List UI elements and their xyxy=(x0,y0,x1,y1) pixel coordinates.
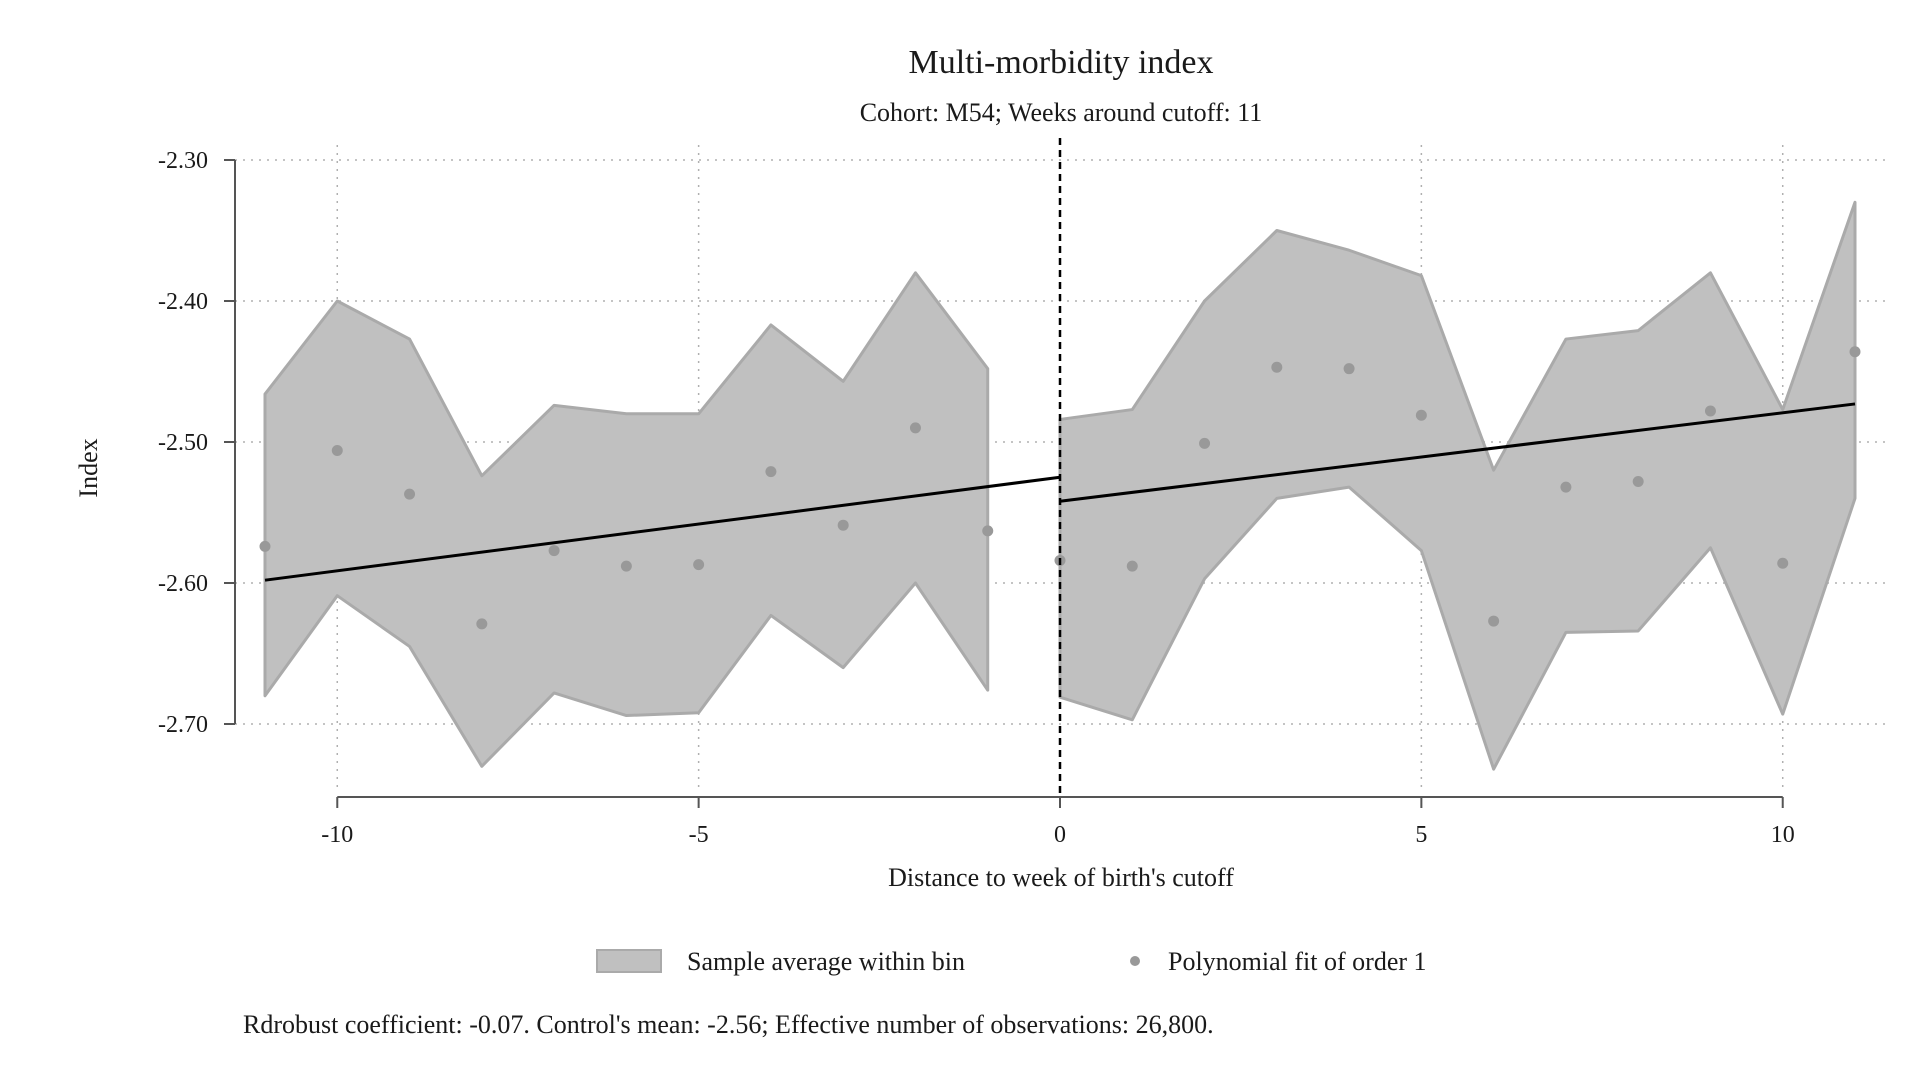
band-left xyxy=(263,271,990,768)
data-point xyxy=(1415,409,1427,421)
data-point xyxy=(1126,560,1138,572)
data-point xyxy=(259,540,271,552)
data-point xyxy=(765,466,777,478)
y-tick-label: -2.40 xyxy=(158,289,208,315)
y-tick-label: -2.30 xyxy=(158,148,208,174)
data-point xyxy=(982,525,994,537)
x-tick-label: -5 xyxy=(689,822,709,848)
fit-lines xyxy=(264,402,1856,582)
data-point xyxy=(693,559,705,571)
y-tick-label: -2.70 xyxy=(158,712,208,738)
chart-subtitle: Cohort: M54; Weeks around cutoff: 11 xyxy=(860,98,1263,127)
x-axis-ticks: -10 -5 0 5 10 xyxy=(321,797,1795,848)
legend-band-label: Sample average within bin xyxy=(687,947,965,976)
data-point xyxy=(1704,405,1716,417)
fit-line-right xyxy=(1059,402,1856,503)
y-tick-label: -2.50 xyxy=(158,430,208,456)
data-point xyxy=(837,519,849,531)
y-axis-ticks: -2.30 -2.40 -2.50 -2.60 -2.70 xyxy=(158,148,235,738)
legend-point-swatch xyxy=(1130,956,1140,966)
x-tick-label: 0 xyxy=(1054,822,1066,848)
data-point xyxy=(1560,481,1572,493)
data-point xyxy=(1632,475,1644,487)
data-point xyxy=(1271,361,1283,373)
fit-line-left xyxy=(264,475,1061,582)
confidence-bands xyxy=(263,200,1857,771)
data-point xyxy=(404,488,416,500)
data-point xyxy=(548,545,560,557)
data-point xyxy=(1199,437,1211,449)
bin-average-points xyxy=(259,346,1861,630)
chart-note: Rdrobust coefficient: -0.07. Control's m… xyxy=(243,1010,1214,1039)
y-tick-label: -2.60 xyxy=(158,571,208,597)
legend-band-swatch xyxy=(596,949,662,973)
legend: Sample average within bin Polynomial fit… xyxy=(596,947,1427,976)
x-tick-label: 5 xyxy=(1415,822,1427,848)
legend-point-label: Polynomial fit of order 1 xyxy=(1168,947,1427,976)
data-point xyxy=(476,618,488,630)
chart-title: Multi-morbidity index xyxy=(908,44,1213,81)
x-tick-label: 10 xyxy=(1771,822,1795,848)
data-point xyxy=(331,444,343,456)
data-point xyxy=(1343,363,1355,375)
x-tick-label: -10 xyxy=(321,822,353,848)
data-point xyxy=(1849,346,1861,358)
data-point xyxy=(909,422,921,434)
data-point xyxy=(1777,557,1789,569)
data-point xyxy=(620,560,632,572)
data-point xyxy=(1488,615,1500,627)
y-axis-label: Index xyxy=(74,438,103,497)
band-right xyxy=(1058,200,1857,771)
x-axis-label: Distance to week of birth's cutoff xyxy=(888,863,1234,892)
